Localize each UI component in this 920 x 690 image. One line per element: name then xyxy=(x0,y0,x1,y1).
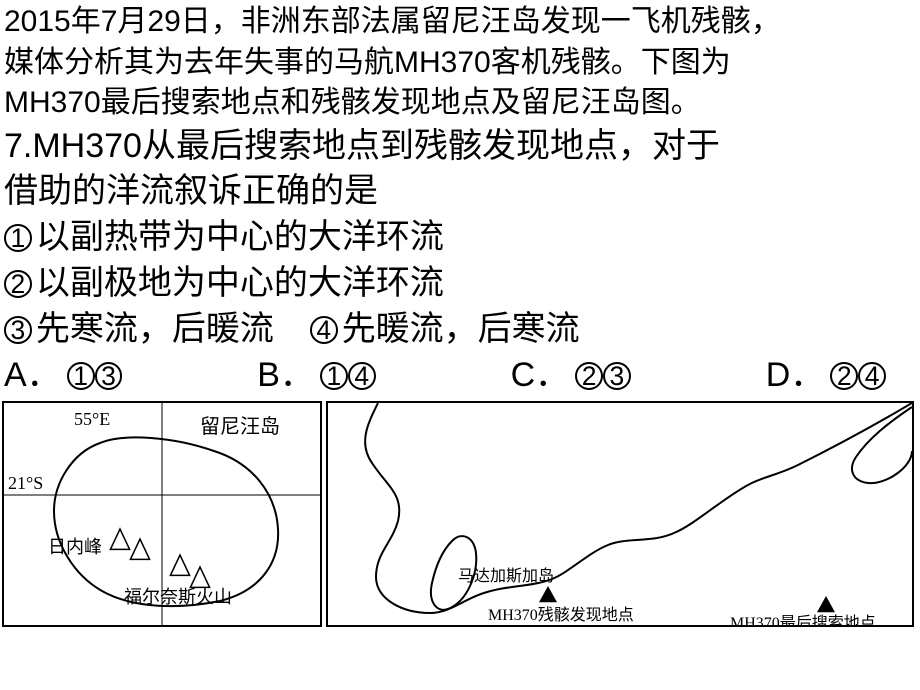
choice-D: D． 2 4 xyxy=(766,353,886,399)
option-4-text: 先暖流，后寒流 xyxy=(342,307,580,353)
option-1-text: 以副热带为中心的大洋环流 xyxy=(36,215,444,261)
answer-choices: A． 1 3 B． 1 4 C． 2 3 D． 2 4 xyxy=(4,353,916,399)
choice-C-label: C． xyxy=(511,353,570,399)
svg-text:21°S: 21°S xyxy=(8,473,43,493)
option-2-text: 以副极地为中心的大洋环流 xyxy=(36,261,444,307)
circled-2-icon: 2 xyxy=(830,362,858,390)
question-stem-1: 7.MH370从最后搜索地点到残骸发现地点，对于 xyxy=(4,124,916,170)
svg-text:MH370最后搜索地点: MH370最后搜索地点 xyxy=(730,614,876,625)
choice-A: A． 1 3 xyxy=(4,353,122,399)
question-stem-2: 借助的洋流叙诉正确的是 xyxy=(4,169,916,215)
circled-1-icon: 1 xyxy=(4,224,32,252)
option-1: 1 以副热带为中心的大洋环流 xyxy=(4,215,916,261)
circled-2-icon: 2 xyxy=(575,362,603,390)
svg-text:MH370残骸发现地点: MH370残骸发现地点 xyxy=(488,606,634,624)
intro-line-3: MH370最后搜索地点和残骸发现地点及留尼汪岛图。 xyxy=(4,83,916,124)
svg-text:日内峰: 日内峰 xyxy=(48,537,102,557)
intro-line-1: 2015年7月29日，非洲东部法属留尼汪岛发现一飞机残骸， xyxy=(4,2,916,43)
intro-line-2: 媒体分析其为去年失事的马航MH370客机残骸。下图为 xyxy=(4,43,916,84)
svg-text:留尼汪岛: 留尼汪岛 xyxy=(200,415,280,438)
choice-B: B． 1 4 xyxy=(257,353,375,399)
map-indian-ocean: 马达加斯加岛 MH370残骸发现地点 MH370最后搜索地点 xyxy=(326,401,914,627)
option-3-text: 先寒流，后暖流 xyxy=(36,307,274,353)
choice-C: C． 2 3 xyxy=(511,353,631,399)
svg-text:马达加斯加岛: 马达加斯加岛 xyxy=(458,567,554,585)
circled-2-icon: 2 xyxy=(4,270,32,298)
choice-A-label: A． xyxy=(4,353,61,399)
circled-4-icon: 4 xyxy=(310,316,338,344)
circled-4-icon: 4 xyxy=(348,362,376,390)
circled-4-icon: 4 xyxy=(858,362,886,390)
option-2: 2 以副极地为中心的大洋环流 xyxy=(4,261,916,307)
circled-3-icon: 3 xyxy=(95,362,123,390)
circled-1-icon: 1 xyxy=(67,362,95,390)
circled-1-icon: 1 xyxy=(320,362,348,390)
circled-3-icon: 3 xyxy=(603,362,631,390)
circled-3-icon: 3 xyxy=(4,316,32,344)
choice-B-label: B． xyxy=(257,353,314,399)
svg-text:55°E: 55°E xyxy=(74,409,110,429)
option-3-4: 3 先寒流，后暖流 4 先暖流，后寒流 xyxy=(4,307,916,353)
svg-text:福尔奈斯火山: 福尔奈斯火山 xyxy=(124,587,232,607)
map-reunion-island: 55°E 21°S 留尼汪岛日内峰福尔奈斯火山 xyxy=(2,401,322,627)
choice-D-label: D． xyxy=(766,353,825,399)
